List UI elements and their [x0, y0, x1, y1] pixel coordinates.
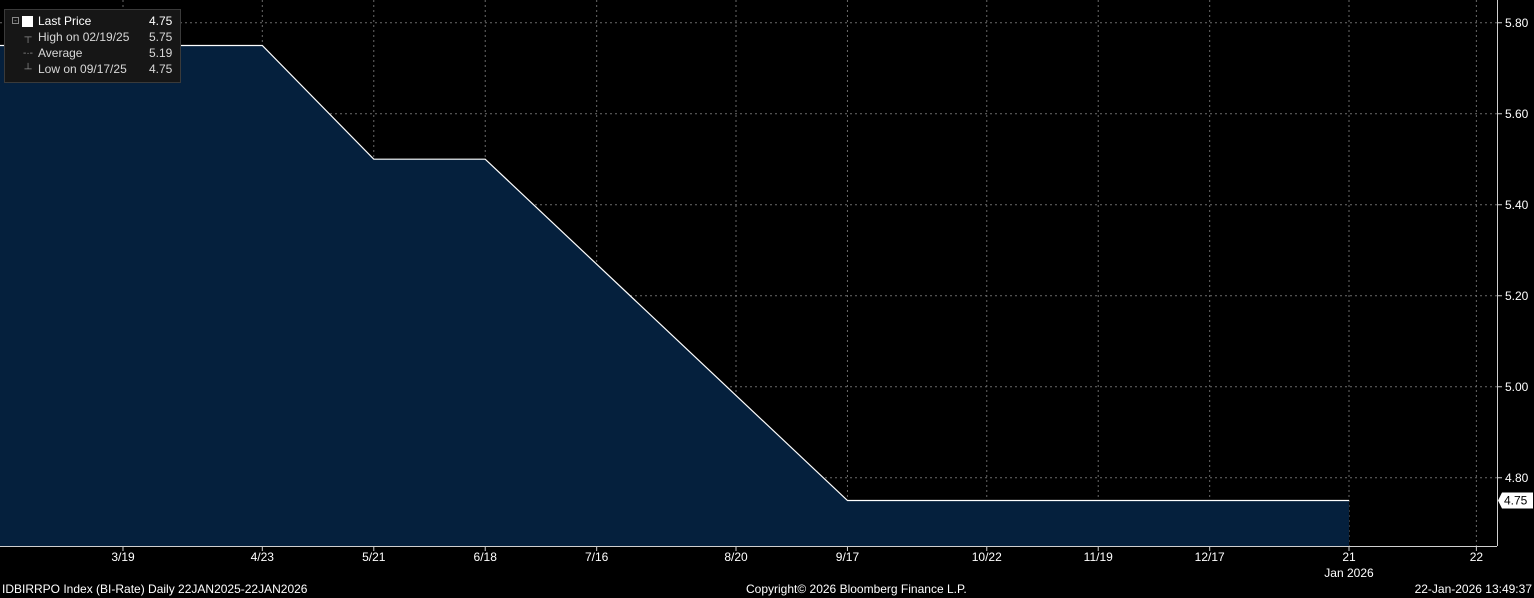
y-tick-label: 5.40 [1505, 198, 1529, 212]
last-value-tag: 4.75 [1498, 492, 1533, 509]
legend-value: 5.75 [149, 30, 173, 44]
x-tick-label: 9/17 [836, 550, 860, 564]
legend-item-last-price[interactable]: - Last Price 4.75 [5, 14, 182, 29]
x-tick-label: 8/20 [724, 550, 748, 564]
x-tick-label: 12/17 [1195, 550, 1225, 564]
footer-security-info: IDBIRRPO Index (BI-Rate) Daily 22JAN2025… [2, 582, 308, 596]
legend-box: - Last Price 4.75 ┬ High on 02/19/25 5.7… [4, 9, 181, 83]
series-line [0, 44, 1349, 502]
footer-copyright: Copyright© 2026 Bloomberg Finance L.P. [746, 582, 967, 596]
last-value-tag-shape [1498, 492, 1533, 509]
x-tick-label: 10/22 [972, 550, 1002, 564]
legend-item-low: ┴ Low on 09/17/25 4.75 [5, 62, 182, 77]
series-swatch-icon [22, 16, 33, 27]
y-tick-label: 5.00 [1505, 380, 1529, 394]
series-area-fill [0, 45, 1349, 546]
x-tick-label: 11/19 [1084, 550, 1113, 564]
legend-item-average: -·- Average 5.19 [5, 46, 182, 61]
x-tick-label: 7/16 [585, 550, 609, 564]
high-marker-icon: ┬ [24, 32, 32, 43]
last-value-label: 4.75 [1504, 494, 1528, 508]
low-marker-icon: ┴ [24, 64, 32, 75]
x-tick-label: 22 [1470, 550, 1484, 564]
y-tick-label: 5.60 [1505, 107, 1529, 121]
x-tick-label: 21 [1342, 550, 1356, 564]
legend-label: High on 02/19/25 [38, 30, 130, 44]
average-marker-icon: -·- [23, 48, 33, 59]
legend-label: Average [38, 46, 83, 60]
legend-item-high: ┬ High on 02/19/25 5.75 [5, 30, 182, 45]
legend-value: 4.75 [149, 62, 173, 76]
x-tick-label: 6/18 [474, 550, 498, 564]
y-axis: 4.80 5.00 5.20 5.40 5.60 5.80 [1497, 16, 1529, 485]
legend-value: 5.19 [149, 46, 173, 60]
x-axis: 3/19 4/23 5/21 6/18 7/16 8/20 9/17 10/22 11/19 12… [111, 546, 1483, 564]
x-tick-label: 5/21 [362, 550, 386, 564]
collapse-toggle-icon[interactable]: - [12, 17, 19, 25]
y-tick-label: 4.80 [1505, 471, 1529, 485]
y-tick-label: 5.80 [1505, 16, 1529, 30]
x-tick-label: 4/23 [251, 550, 275, 564]
y-tick-label: 5.20 [1505, 289, 1529, 303]
legend-value: 4.75 [149, 14, 173, 28]
legend-label: Low on 09/17/25 [38, 62, 127, 76]
x-tick-label: 3/19 [111, 550, 135, 564]
footer-timestamp: 22-Jan-2026 13:49:37 [1414, 582, 1532, 596]
x-axis-sublabel: Jan 2026 [1324, 566, 1374, 580]
legend-label: Last Price [38, 14, 92, 28]
